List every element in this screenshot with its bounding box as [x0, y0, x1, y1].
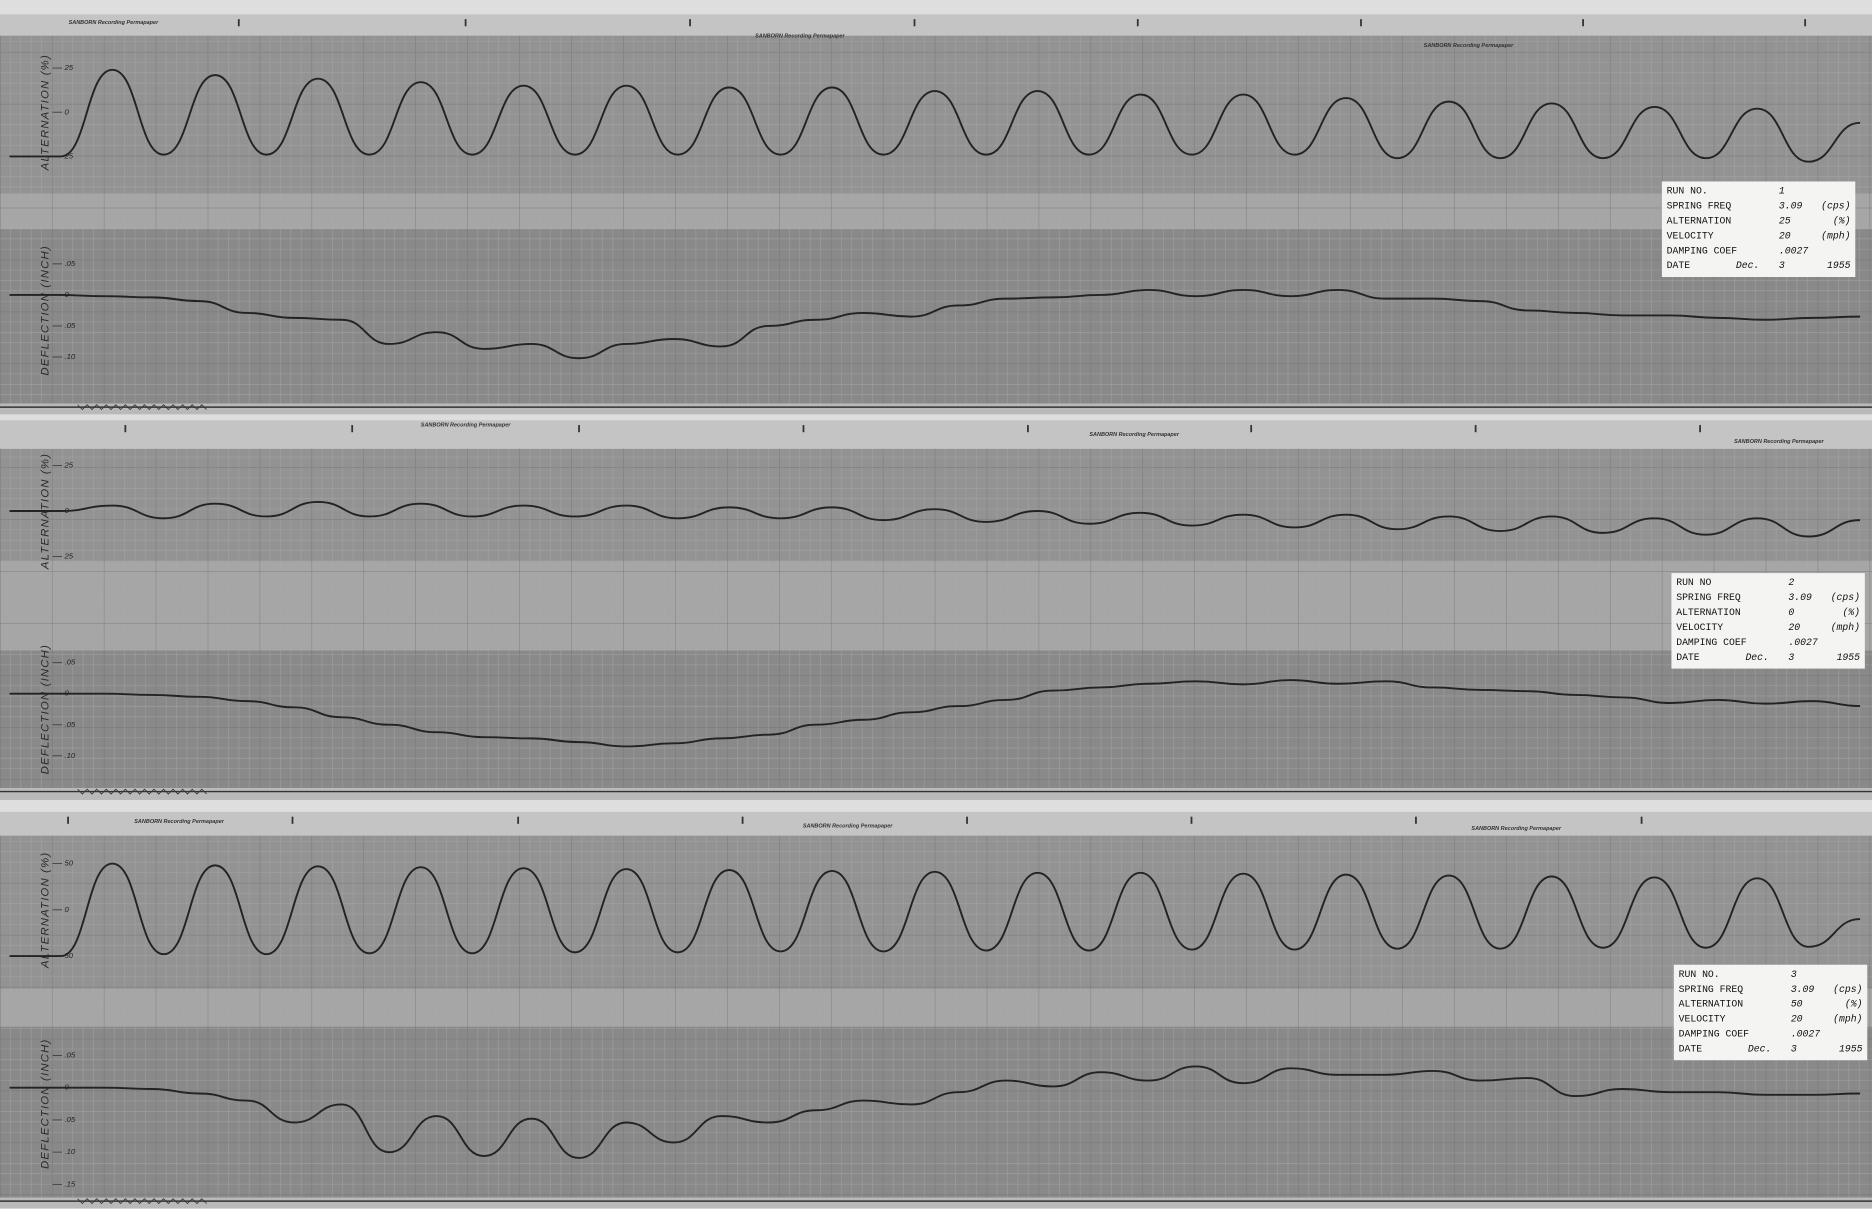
card-value: 3.09	[1788, 592, 1812, 603]
card-label: VELOCITY	[1679, 1014, 1726, 1025]
card-label: ALTERNATION	[1679, 999, 1744, 1010]
card-value: 20	[1791, 1014, 1803, 1025]
strip-edge	[0, 1198, 1872, 1209]
card-value: 50	[1791, 999, 1803, 1010]
card-label: VELOCITY	[1676, 622, 1723, 633]
card-value: 1	[1779, 186, 1785, 197]
card-label: DAMPING COEF	[1667, 245, 1738, 256]
y-tick-label: .10	[64, 751, 75, 760]
card-value: 3	[1791, 969, 1797, 980]
y-axis-label: ALTERNATION (%)	[39, 54, 51, 171]
y-tick-label: .05	[64, 658, 75, 667]
y-tick-label: .05	[64, 720, 75, 729]
card-value: Dec.	[1736, 260, 1759, 271]
y-axis-label: DEFLECTION (INCH)	[39, 1039, 51, 1169]
card-value: (%)	[1842, 607, 1860, 618]
grid	[0, 449, 1872, 788]
card-label: DATE	[1679, 1043, 1703, 1054]
paper-brand: SANBORN Recording Permapaper	[1424, 43, 1514, 49]
paper-strip: SANBORN Recording Permapaper SANBORN Reco…	[0, 420, 1872, 800]
y-tick-label: 50	[64, 859, 73, 868]
y-axis-label: ALTERNATION (%)	[39, 852, 51, 969]
strip-edge	[0, 788, 1872, 800]
card-value: 1955	[1827, 260, 1851, 271]
y-tick-label: 25	[63, 552, 73, 561]
card-label: RUN NO.	[1667, 186, 1708, 197]
card-value: 3	[1788, 652, 1794, 663]
paper-brand: SANBORN Recording Permapaper	[803, 824, 893, 830]
card-label: VELOCITY	[1667, 230, 1714, 241]
card-label: DATE	[1667, 260, 1691, 271]
y-axis-label: DEFLECTION (INCH)	[39, 644, 51, 774]
card-value: Dec.	[1748, 1043, 1771, 1054]
card-value: 0	[1788, 607, 1794, 618]
card-label: DAMPING COEF	[1679, 1029, 1750, 1040]
strip-edge	[0, 404, 1872, 415]
y-tick-label: .15	[64, 1179, 75, 1188]
paper-brand: SANBORN Recording Permapaper	[1471, 826, 1561, 832]
card-value: .0027	[1791, 1029, 1820, 1040]
y-tick-label: 0	[64, 905, 69, 914]
card-label: SPRING FREQ	[1679, 984, 1744, 995]
card-label: ALTERNATION	[1676, 607, 1741, 618]
card-value: (mph)	[1831, 622, 1860, 633]
paper-strip: SANBORN Recording Permapaper SANBORN Reco…	[0, 14, 1872, 414]
card-value: (%)	[1845, 999, 1863, 1010]
card-label: DATE	[1676, 652, 1700, 663]
card-value: 2	[1788, 577, 1794, 588]
card-value: 25	[1779, 215, 1791, 226]
card-value: (cps)	[1833, 984, 1862, 995]
card-value: Dec.	[1745, 652, 1768, 663]
paper-brand: SANBORN Recording Permapaper	[1089, 432, 1179, 438]
paper-brand: SANBORN Recording Permapaper	[755, 33, 845, 39]
card-value: 3.09	[1779, 201, 1803, 212]
card-value: 1955	[1839, 1043, 1863, 1054]
y-tick-label: .05	[64, 321, 75, 330]
paper-brand: SANBORN Recording Permapaper	[1734, 439, 1824, 445]
grid	[0, 836, 1872, 1198]
recording-sheet: SANBORN Recording Permapaper SANBORN Reco…	[0, 0, 1872, 1209]
card-value: 3	[1791, 1043, 1797, 1054]
strip-header	[0, 14, 1872, 35]
run-card: RUN NO. 1 SPRING FREQ 3.09 (cps) ALTERNATION 2…	[1662, 181, 1855, 277]
card-value: (cps)	[1821, 201, 1850, 212]
card-value: 3.09	[1791, 984, 1815, 995]
y-tick-label: .10	[64, 1147, 75, 1156]
card-value: 3	[1779, 260, 1785, 271]
run-card: RUN NO. 3 SPRING FREQ 3.09 (cps) ALTERNATION 5…	[1674, 965, 1867, 1061]
y-tick-label: .10	[64, 352, 75, 361]
y-tick-label: .05	[64, 259, 75, 268]
paper-brand: SANBORN Recording Permapaper	[134, 819, 224, 825]
card-value: (mph)	[1833, 1014, 1862, 1025]
card-label: SPRING FREQ	[1676, 592, 1741, 603]
strips: SANBORN Recording Permapaper SANBORN Reco…	[0, 14, 1872, 1208]
card-label: SPRING FREQ	[1667, 201, 1732, 212]
card-label: RUN NO.	[1679, 969, 1720, 980]
card-value: (%)	[1833, 215, 1851, 226]
card-value: .0027	[1788, 637, 1817, 648]
card-label: DAMPING COEF	[1676, 637, 1747, 648]
card-value: 20	[1788, 622, 1800, 633]
card-value: 1955	[1837, 652, 1861, 663]
card-label: ALTERNATION	[1667, 215, 1732, 226]
y-tick-label: .05	[64, 1051, 75, 1060]
card-value: 20	[1779, 230, 1791, 241]
strip-header	[0, 812, 1872, 836]
card-value: (mph)	[1821, 230, 1850, 241]
card-value: .0027	[1779, 245, 1808, 256]
paper-brand: SANBORN Recording Permapaper	[421, 423, 511, 429]
y-tick-label: .05	[64, 1115, 75, 1124]
y-axis-label: DEFLECTION (INCH)	[39, 245, 51, 375]
card-value: (cps)	[1831, 592, 1860, 603]
strip-header	[0, 420, 1872, 449]
y-tick-label: 25	[63, 461, 73, 470]
y-tick-label: 25	[63, 63, 73, 72]
card-label: RUN NO	[1676, 577, 1711, 588]
run-card: RUN NO 2 SPRING FREQ 3.09 (cps) ALTERNATION 0 (…	[1671, 573, 1864, 669]
paper-brand: SANBORN Recording Permapaper	[69, 20, 159, 26]
y-tick-label: 0	[64, 107, 69, 116]
page: SANBORN Recording Permapaper SANBORN Reco…	[0, 0, 1872, 1209]
